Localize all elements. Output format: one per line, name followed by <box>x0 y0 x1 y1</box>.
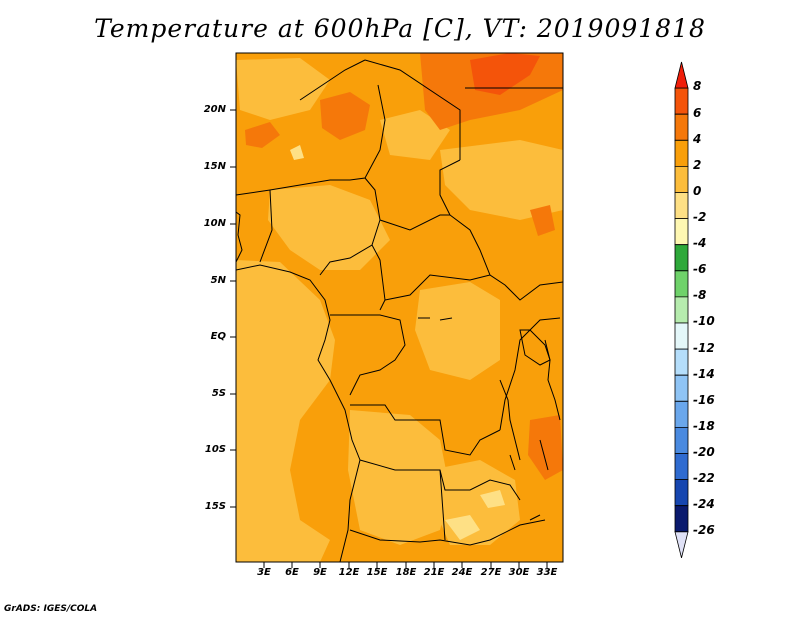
colorbar-label: -16 <box>693 393 715 407</box>
colorbar-label: -12 <box>693 341 715 355</box>
colorbar-segment <box>674 505 689 533</box>
colorbar-segment <box>674 113 689 141</box>
colorbar-segment <box>674 348 689 376</box>
colorbar-label: 4 <box>693 132 702 146</box>
colorbar <box>674 61 689 558</box>
colorbar-label: -20 <box>693 445 715 459</box>
colorbar-segment <box>674 400 689 428</box>
colorbar-segment <box>674 139 689 167</box>
colorbar-segment <box>674 479 689 507</box>
colorbar-label: 8 <box>693 79 702 93</box>
chart-title: Temperature at 600hPa [C], VT: 201909181… <box>94 14 706 43</box>
colorbar-label: 0 <box>693 184 702 198</box>
lon-tick-label: 6E <box>285 567 299 578</box>
colorbar-segment <box>674 166 689 193</box>
credit-text: GrADS: IGES/COLA <box>4 604 98 614</box>
colorbar-segment <box>674 531 689 558</box>
lon-tick-label: 12E <box>338 567 360 578</box>
colorbar-segment <box>674 192 689 219</box>
colorbar-label: -4 <box>693 236 707 250</box>
lon-tick-label: 9E <box>313 567 327 578</box>
temperature-field <box>236 53 563 562</box>
colorbar-segment <box>674 61 689 89</box>
lon-tick-label: 33E <box>536 567 558 578</box>
colorbar-label: -10 <box>693 314 715 328</box>
lat-tick-label: 5S <box>211 388 226 399</box>
colorbar-segment <box>674 374 689 402</box>
colorbar-segment <box>674 453 689 480</box>
colorbar-label: -22 <box>693 471 715 485</box>
lon-tick-label: 30E <box>508 567 530 578</box>
map-frame <box>235 52 564 563</box>
lat-tick-label: 10S <box>204 444 226 455</box>
lat-tick-label: 5N <box>210 275 226 286</box>
lon-tick-label: 15E <box>366 567 388 578</box>
lon-tick-label: 24E <box>451 567 473 578</box>
colorbar-segment <box>674 427 689 454</box>
colorbar-segment <box>674 296 689 324</box>
lat-tick-label: 15S <box>204 501 226 512</box>
lon-tick-label: 3E <box>257 567 271 578</box>
lat-tick-label: EQ <box>210 331 226 342</box>
country-borders <box>236 59 563 562</box>
colorbar-label: 6 <box>693 106 702 120</box>
colorbar-label: -8 <box>693 288 707 302</box>
lon-tick-label: 18E <box>395 567 417 578</box>
lat-tick-label: 15N <box>203 161 226 172</box>
colorbar-segment <box>674 270 689 298</box>
axis-ticks <box>230 109 548 568</box>
lon-tick-label: 27E <box>480 567 502 578</box>
colorbar-label: 2 <box>693 158 702 172</box>
colorbar-segment <box>674 322 689 350</box>
lat-tick-label: 10N <box>203 218 226 229</box>
colorbar-label: -26 <box>693 523 715 537</box>
colorbar-label: -2 <box>693 210 707 224</box>
lat-tick-label: 20N <box>203 104 226 115</box>
colorbar-label: -14 <box>693 367 715 381</box>
lon-tick-label: 21E <box>423 567 445 578</box>
colorbar-label: -6 <box>693 262 707 276</box>
colorbar-label: -24 <box>693 497 715 511</box>
colorbar-segment <box>674 87 689 115</box>
colorbar-segment <box>674 244 689 272</box>
colorbar-segment <box>674 218 689 246</box>
colorbar-label: -18 <box>693 419 715 433</box>
